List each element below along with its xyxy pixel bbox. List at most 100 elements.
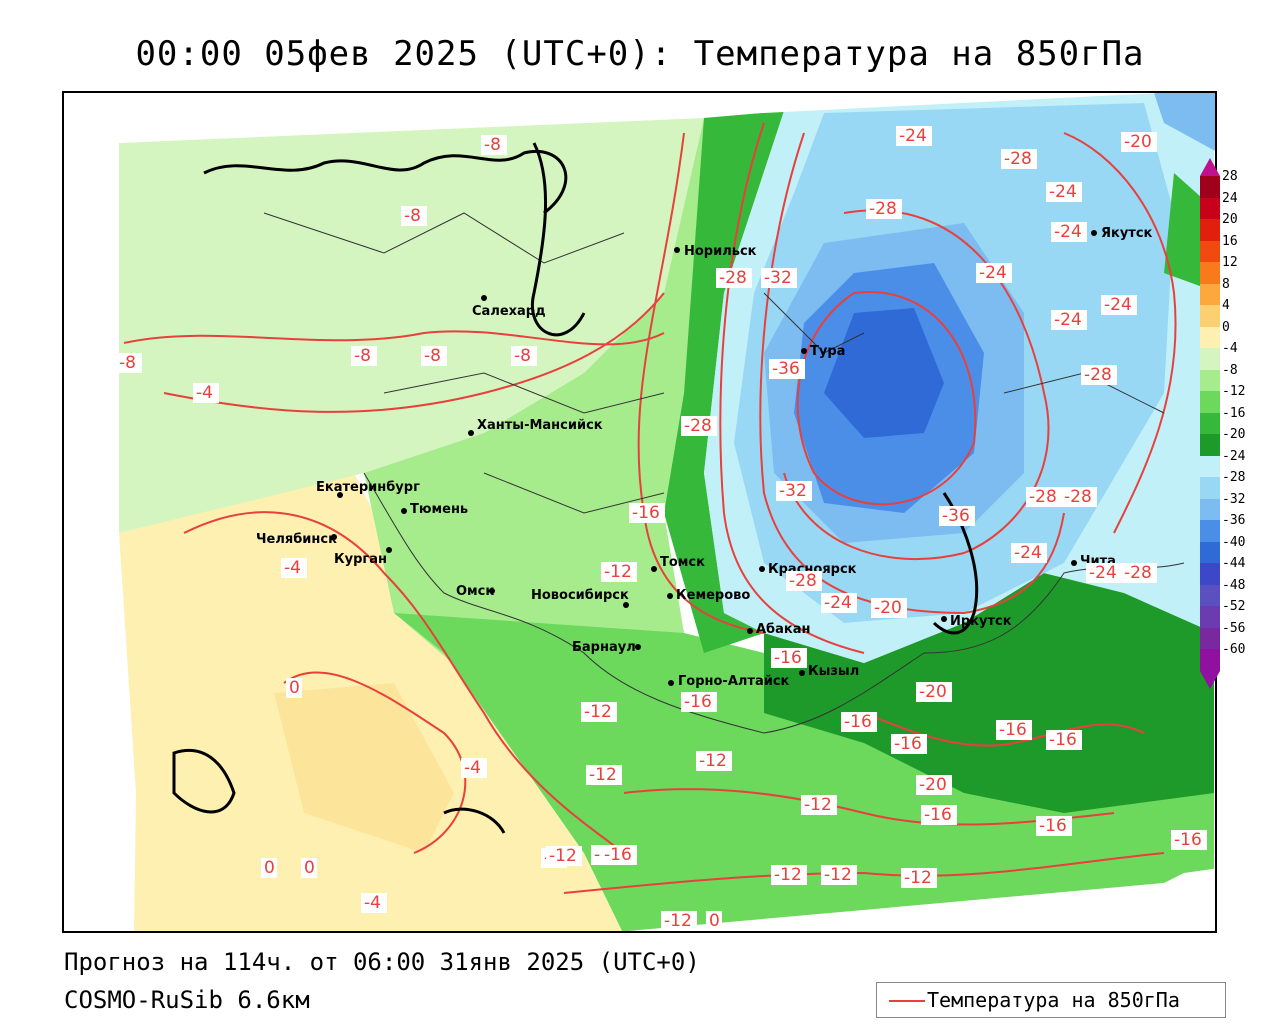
isotherm-label: -8 xyxy=(351,346,377,366)
isotherm-label: -16 xyxy=(996,720,1032,740)
isotherm-label: -16 xyxy=(601,845,637,865)
isotherm-label: -24 xyxy=(1011,543,1047,563)
city-irkutsk: Иркутск xyxy=(941,614,1012,629)
svg-text:Новосибирск: Новосибирск xyxy=(531,588,629,603)
svg-text:-16: -16 xyxy=(684,692,712,712)
city-barnaul: Барнаул xyxy=(572,640,641,655)
isotherm-label: -16 xyxy=(891,734,927,754)
svg-text:-4: -4 xyxy=(196,383,213,403)
city-kemerovo: Кемерово xyxy=(667,588,750,603)
svg-text:-16: -16 xyxy=(1174,830,1202,850)
isotherm-label: -16 xyxy=(1171,830,1207,850)
svg-text:-24: -24 xyxy=(1049,182,1077,202)
colorbar-tick-label: -36 xyxy=(1222,513,1246,528)
isotherm-label: -4 xyxy=(361,893,387,913)
svg-text:-24: -24 xyxy=(1054,310,1082,330)
isotherm-label: -28 xyxy=(1081,365,1117,385)
isotherm-label: -12 xyxy=(901,868,937,888)
colorbar-segment xyxy=(1200,563,1220,585)
svg-text:-24: -24 xyxy=(899,126,927,146)
colorbar-segment xyxy=(1200,219,1220,241)
colorbar-segment xyxy=(1200,240,1220,262)
colorbar-segment xyxy=(1200,326,1220,348)
isotherm-label: -24 xyxy=(821,593,857,613)
colorbar-segment xyxy=(1200,520,1220,542)
svg-text:-4: -4 xyxy=(364,893,381,913)
outside-domain xyxy=(64,93,1215,931)
svg-text:Омск: Омск xyxy=(456,584,494,599)
colorbar-segment xyxy=(1200,606,1220,628)
isotherm-label: -12 xyxy=(771,865,807,885)
colorbar-tick-label: -52 xyxy=(1222,599,1246,614)
isotherm-label: -4 xyxy=(281,558,307,578)
colorbar-tick-label: 24 xyxy=(1222,190,1238,206)
colorbar-segment xyxy=(1200,262,1220,284)
colorbar-tick-label: -60 xyxy=(1222,642,1246,657)
isotherm-label: -28 xyxy=(1061,487,1097,507)
isotherm-label: -12 xyxy=(601,562,637,582)
isotherm-label: -24 xyxy=(976,263,1012,283)
borders xyxy=(263,212,1185,734)
svg-text:0: 0 xyxy=(709,911,720,931)
isotherm-label: 0 xyxy=(301,858,317,878)
isotherm-label: -8 xyxy=(421,346,447,366)
isotherm-labels: -8-8-8-8-8-8-4-4-4-4-4-24-28-24-20-28-24… xyxy=(116,126,1207,931)
svg-text:-8: -8 xyxy=(514,346,531,366)
isotherm-label: -8 xyxy=(401,206,427,226)
isotherm-label: -28 xyxy=(1026,487,1062,507)
colorbar-tick-label: -20 xyxy=(1222,427,1246,442)
isotherm-label: 0 xyxy=(261,858,277,878)
colorbar-tick-label: 20 xyxy=(1222,212,1238,227)
zone-warm-core xyxy=(274,683,454,853)
svg-text:-20: -20 xyxy=(919,682,947,702)
colorbar-tick-label: -40 xyxy=(1222,534,1246,550)
svg-text:-8: -8 xyxy=(484,135,501,155)
svg-text:-12: -12 xyxy=(824,865,852,885)
colorbar-tick-label: -48 xyxy=(1222,577,1246,593)
isotherm-label: -28 xyxy=(866,199,902,219)
isotherm-label: 0 xyxy=(706,911,722,931)
forecast-info: Прогноз на 114ч. от 06:00 31янв 2025 (UT… xyxy=(64,948,700,976)
svg-text:-16: -16 xyxy=(774,648,802,668)
svg-text:Ханты-Мансийск: Ханты-Мансийск xyxy=(477,418,603,433)
svg-text:-16: -16 xyxy=(844,712,872,732)
isotherm-label: -8 xyxy=(481,135,507,155)
isotherm-label: -12 xyxy=(801,795,837,815)
temperature-map: Норильск Салехард Тура Якутск Ханты-Манс… xyxy=(62,91,1217,933)
svg-text:Томск: Томск xyxy=(660,555,705,570)
svg-text:Салехард: Салехард xyxy=(472,304,546,319)
svg-text:-24: -24 xyxy=(1089,563,1117,583)
city-tomsk: Томск xyxy=(651,555,705,572)
svg-text:Абакан: Абакан xyxy=(756,622,811,637)
svg-text:-32: -32 xyxy=(764,268,792,288)
city-yekaterinburg: Екатеринбург xyxy=(316,480,420,498)
city-gorno-altaysk: Горно-Алтайск xyxy=(668,674,790,689)
svg-text:0: 0 xyxy=(289,678,300,698)
svg-text:-12: -12 xyxy=(549,846,577,866)
city-tyumen: Тюмень xyxy=(401,502,468,517)
isotherm-label: -16 xyxy=(681,692,717,712)
colorbar-tick-label: 16 xyxy=(1222,233,1238,249)
svg-text:-12: -12 xyxy=(604,562,632,582)
svg-text:Якутск: Якутск xyxy=(1101,226,1153,241)
svg-text:-12: -12 xyxy=(589,765,617,785)
svg-text:-16: -16 xyxy=(632,503,660,523)
svg-text:-28: -28 xyxy=(719,268,747,288)
isotherm-label: -28 xyxy=(681,416,717,436)
city-salekhard: Салехард xyxy=(472,295,546,319)
model-name: COSMO-RuSib 6.6км xyxy=(64,986,310,1014)
svg-text:-12: -12 xyxy=(699,751,727,771)
city-norilsk: Норильск xyxy=(674,244,757,259)
city-chelyabinsk: Челябинск xyxy=(256,532,337,547)
temperature-colorbar xyxy=(1200,158,1220,689)
colorbar-segment xyxy=(1200,541,1220,563)
svg-text:-24: -24 xyxy=(1104,295,1132,315)
svg-text:Курган: Курган xyxy=(334,552,387,567)
colorbar-tick-label: 28 xyxy=(1222,169,1238,184)
svg-text:-20: -20 xyxy=(874,598,902,618)
svg-text:Челябинск: Челябинск xyxy=(256,532,337,547)
svg-text:-16: -16 xyxy=(1049,730,1077,750)
svg-text:0: 0 xyxy=(304,858,315,878)
isotherm-label: -16 xyxy=(771,648,807,668)
svg-text:-16: -16 xyxy=(924,805,952,825)
